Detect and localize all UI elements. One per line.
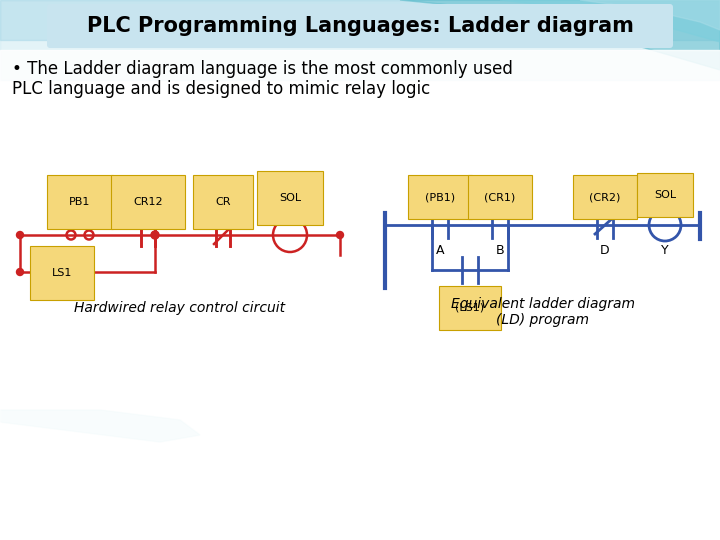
- Text: Y: Y: [661, 244, 669, 256]
- Text: PLC Programming Languages: Ladder diagram: PLC Programming Languages: Ladder diagra…: [86, 16, 634, 36]
- Polygon shape: [400, 0, 720, 70]
- Text: • The Ladder diagram language is the most commonly used: • The Ladder diagram language is the mos…: [12, 60, 513, 78]
- Text: (CR1): (CR1): [485, 192, 516, 202]
- Text: (CR2): (CR2): [589, 192, 621, 202]
- Text: Equivalent ladder diagram
(LD) program: Equivalent ladder diagram (LD) program: [451, 297, 635, 327]
- Polygon shape: [0, 50, 720, 540]
- Circle shape: [17, 232, 24, 239]
- Circle shape: [17, 268, 24, 275]
- Text: (LS1): (LS1): [456, 303, 485, 313]
- Text: CR12: CR12: [133, 197, 163, 207]
- Polygon shape: [500, 0, 720, 42]
- Text: Hardwired relay control circuit: Hardwired relay control circuit: [74, 301, 286, 315]
- Text: SOL: SOL: [654, 190, 676, 200]
- Text: LS1: LS1: [52, 268, 72, 278]
- Text: PLC language and is designed to mimic relay logic: PLC language and is designed to mimic re…: [12, 80, 431, 98]
- Text: SOL: SOL: [279, 193, 301, 203]
- Text: B: B: [495, 244, 504, 256]
- Circle shape: [336, 232, 343, 239]
- FancyBboxPatch shape: [47, 4, 673, 48]
- Polygon shape: [0, 410, 200, 442]
- Polygon shape: [0, 0, 720, 40]
- Polygon shape: [0, 0, 720, 80]
- Text: D: D: [600, 244, 610, 256]
- Text: (PB1): (PB1): [425, 192, 455, 202]
- Text: CR: CR: [215, 197, 230, 207]
- Polygon shape: [580, 0, 720, 30]
- Text: A: A: [436, 244, 444, 256]
- Text: C: C: [466, 286, 474, 299]
- Circle shape: [151, 231, 159, 239]
- Text: PB1: PB1: [69, 197, 91, 207]
